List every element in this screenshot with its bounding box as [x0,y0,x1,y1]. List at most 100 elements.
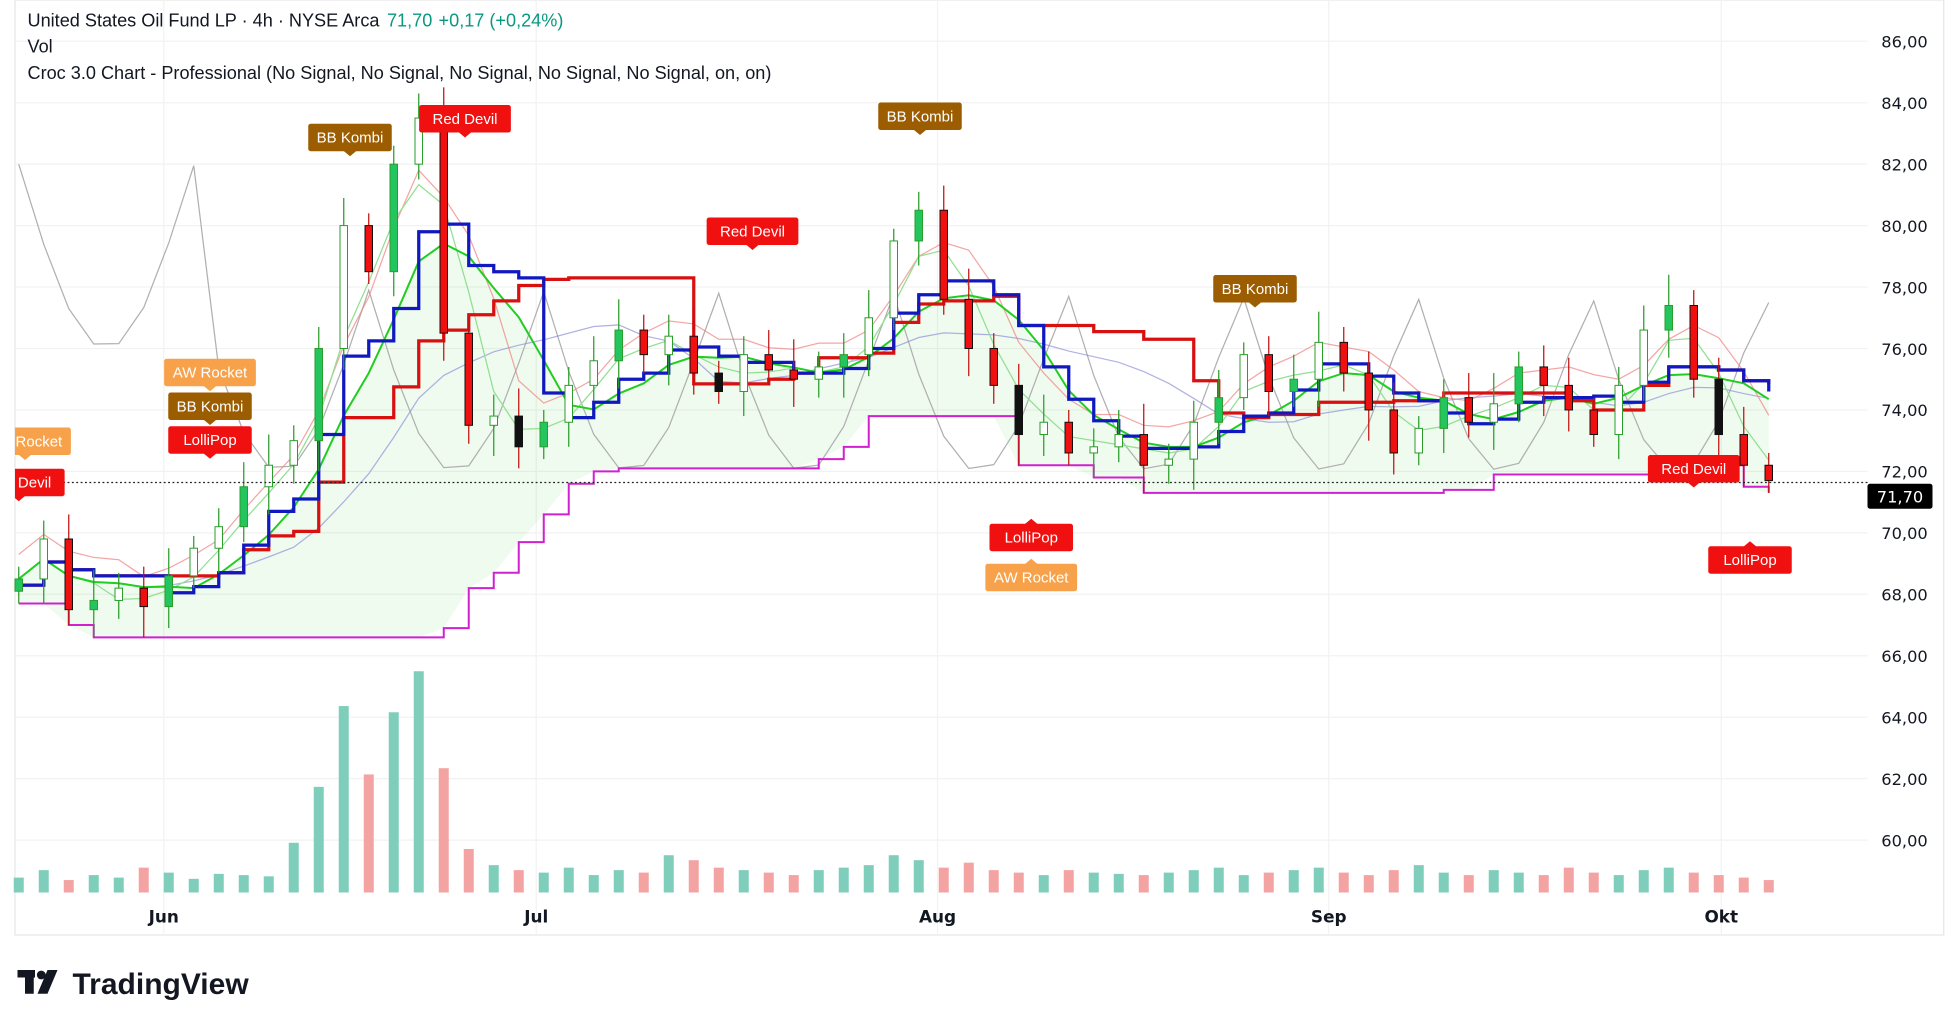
signal-label: BB Kombi [308,123,392,157]
signal-label: Red Devil [706,217,799,251]
candle-body [639,329,648,356]
price-tick-label: 72,00 [1881,463,1928,482]
candle-body [739,354,748,393]
candle [14,566,23,604]
candle-body [339,225,348,350]
candle [1314,311,1323,407]
candle [1739,406,1748,487]
volume-bar [838,867,849,893]
volume-bar [88,875,99,893]
signal-pointer [17,453,33,460]
candle [1089,428,1098,478]
candle [589,336,598,401]
candle [889,228,898,331]
candle [864,290,873,377]
volume-bar [1088,872,1099,893]
price-tick-label: 66,00 [1881,647,1928,666]
price-tick-label: 62,00 [1881,770,1928,789]
volume-bar [1038,875,1049,893]
candle-body [64,538,73,611]
candle [414,93,423,180]
price-tick-label: 82,00 [1881,155,1928,174]
candle [1714,357,1723,466]
indicator-legend[interactable]: Croc 3.0 Chart - Professional (No Signal… [28,63,772,83]
candle [1189,400,1198,490]
candle [1439,379,1448,453]
signal-label: BB Kombi [878,102,962,136]
volume-bar [338,706,349,893]
price-tick-label: 64,00 [1881,708,1928,727]
signal-label-box [15,468,65,497]
volume-bar [1688,872,1699,893]
candle-body [1289,378,1298,393]
signal-pointer [1742,541,1758,548]
time-tick-label: Aug [919,907,956,927]
candle-body [1114,434,1123,448]
candle-body [1739,434,1748,466]
signal-label-box [706,217,799,246]
volume-bar [313,786,324,893]
candle [1764,452,1773,493]
volume-bar [863,865,874,893]
volume-bar [1738,877,1749,893]
volume-bar [463,848,474,893]
candle [564,366,573,447]
candle [914,191,923,266]
candle [164,548,173,629]
tradingview-logo-icon [17,970,58,994]
signal-pointer [342,150,358,157]
volume-bar [263,876,274,893]
signal-pointer [745,243,760,251]
signal-pointer [1023,518,1039,525]
signal-pointer [1023,558,1039,565]
signal-label: LolliPop [168,426,252,459]
volume-bar [13,877,24,893]
candle [689,308,698,395]
candle [1564,357,1573,432]
candle [939,185,948,315]
signal-label: BB Kombi [168,392,252,425]
volume-bar [1338,872,1349,893]
candle-body [1689,304,1698,380]
candle-body [264,464,273,488]
lower-band-line [18,415,1770,639]
volume-bar [488,865,499,893]
signal-labels: Red Devil BB Kombi BB Kombi Red Devil BB Kom… [15,102,1792,592]
volume-bar [663,855,674,893]
volume-bar [1438,872,1449,893]
candle [1064,409,1073,466]
candle-body [239,486,248,528]
brand-name: TradingView [73,968,250,1001]
signal-label: Red Devil [419,105,511,138]
candle-body [1714,378,1723,436]
candle-body [1589,409,1598,436]
candle [289,425,298,484]
signal-label: Red Devil [1647,455,1740,488]
signal-label-text: AW Rocket [173,365,248,382]
volume-bar [1763,880,1774,893]
volume-bar [238,875,249,893]
volume-bar [1713,875,1724,893]
symbol-title: United States Oil Fund LP · 4h · NYSE Ar… [28,10,381,30]
candle-body [689,335,698,374]
volume-bar [788,875,799,893]
candle [1589,397,1598,447]
candle-body [164,575,173,608]
candle-body [1064,421,1073,454]
volume-legend[interactable]: Vol [28,37,53,57]
candle-body [1014,384,1023,436]
tradingview-logo[interactable]: TradingView [17,968,250,1001]
candle [714,360,723,404]
volume-bar [538,872,549,893]
time-tick-label: Sep [1311,907,1347,927]
volume-bar [1288,870,1299,893]
candle [964,268,973,377]
candle [1139,403,1148,493]
signal-label-text: LolliPop [1005,530,1058,547]
candle-body [1164,458,1173,466]
svg-text:United States Oil Fund LP · 4h: United States Oil Fund LP · 4h · NYSE Ar… [28,10,564,30]
candle-body [914,209,923,242]
volume-bar [363,774,374,893]
signal-label-box [308,123,392,152]
